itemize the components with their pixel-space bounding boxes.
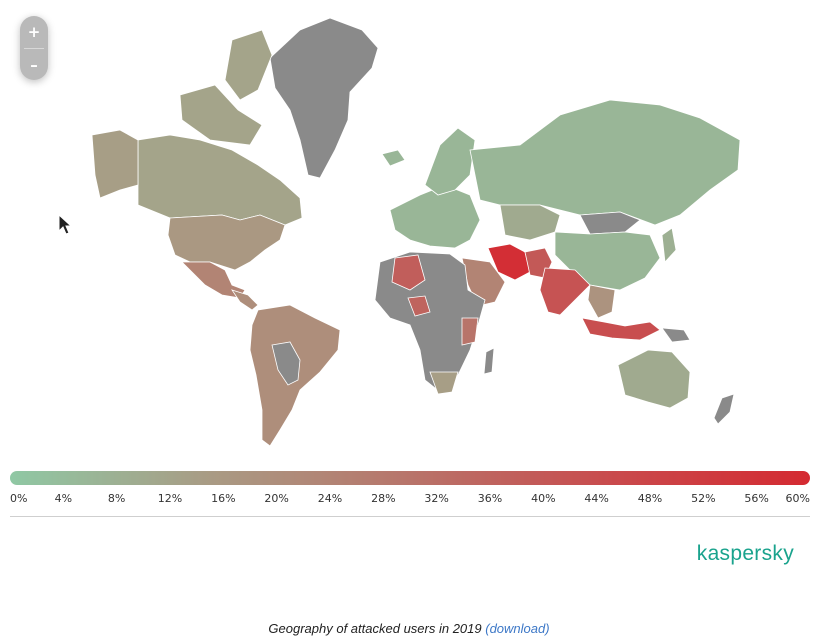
legend-tick-label: 40%	[531, 492, 556, 505]
region-north-america[interactable]	[137, 134, 303, 226]
legend-tick-label: 36%	[477, 492, 503, 505]
legend-tick-label: 20%	[264, 492, 289, 505]
region-alaska[interactable]	[91, 129, 139, 199]
region-north-africa-algeria[interactable]	[391, 254, 426, 291]
zoom-in-button[interactable]: +	[27, 23, 41, 41]
region-south-africa[interactable]	[429, 371, 459, 395]
region-europe[interactable]	[389, 184, 481, 249]
region-central-america[interactable]	[231, 289, 259, 311]
region-australia[interactable]	[617, 349, 691, 409]
legend-tick-label: 4%	[54, 492, 73, 505]
legend-tick-label: 60%	[785, 492, 810, 505]
region-greenland[interactable]	[269, 17, 379, 179]
legend-tick-label: 32%	[424, 492, 449, 505]
legend-ticks: 0% 4% 8% 12% 16% 20% 24% 28% 32% 36% 40% 44% 48% 52% 5…	[10, 492, 810, 508]
legend-tick-label: 24%	[317, 492, 343, 505]
region-new-guinea[interactable]	[661, 327, 691, 343]
region-bolivia-paraguay[interactable]	[271, 341, 301, 386]
legend-tick-label: 48%	[637, 492, 663, 505]
region-mongolia[interactable]	[579, 211, 641, 235]
region-east-africa[interactable]	[461, 317, 479, 346]
legend-tick-label: 44%	[584, 492, 609, 505]
region-india[interactable]	[539, 267, 591, 316]
legend-tick-label: 28%	[371, 492, 396, 505]
region-nigeria[interactable]	[407, 295, 431, 317]
region-africa[interactable]	[483, 347, 495, 375]
download-link[interactable]: (download)	[485, 621, 550, 636]
region-indonesia[interactable]	[581, 317, 661, 341]
region-europe[interactable]	[381, 149, 406, 167]
legend-tick-label: 56%	[744, 492, 769, 505]
legend-color-scale	[10, 471, 810, 485]
legend-tick-label: 12%	[157, 492, 183, 505]
region-china[interactable]	[554, 231, 661, 291]
zoom-divider	[24, 48, 44, 49]
region-southeast-asia[interactable]	[587, 284, 616, 319]
region-new-zealand[interactable]	[713, 393, 735, 425]
zoom-out-button[interactable]: –	[30, 56, 38, 74]
zoom-control: + –	[20, 16, 48, 80]
caption-text: Geography of attacked users in 2019	[268, 621, 482, 636]
region-kazakhstan[interactable]	[499, 204, 561, 241]
legend-tick-label: 8%	[107, 492, 126, 505]
legend-tick-label: 0%	[10, 492, 28, 505]
legend-tick-label: 16%	[211, 492, 236, 505]
world-map[interactable]	[0, 0, 818, 470]
legend-tick-label: 52%	[691, 492, 716, 505]
kaspersky-logo: kaspersky	[696, 542, 794, 565]
region-japan[interactable]	[661, 227, 677, 263]
figure-caption: Geography of attacked users in 2019 (dow…	[0, 621, 818, 636]
mouse-cursor-icon	[58, 214, 72, 235]
region-usa[interactable]	[167, 214, 286, 271]
region-north-america[interactable]	[224, 29, 273, 101]
region-europe[interactable]	[424, 127, 476, 196]
region-north-america[interactable]	[179, 84, 263, 146]
legend-divider	[10, 516, 810, 517]
